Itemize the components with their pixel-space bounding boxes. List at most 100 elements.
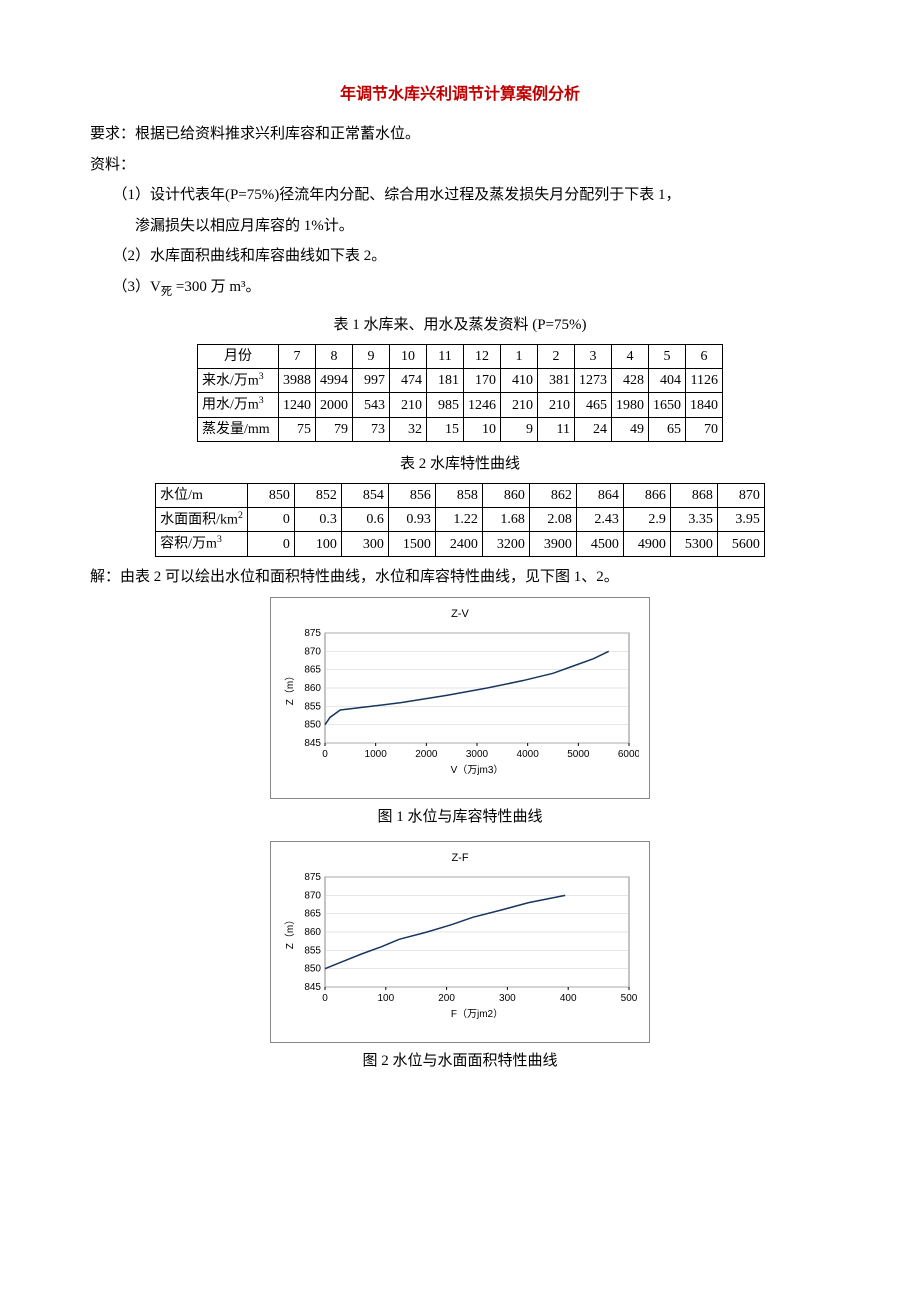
svg-text:100: 100 xyxy=(377,993,394,1004)
table-cell: 300 xyxy=(341,532,388,557)
svg-text:300: 300 xyxy=(499,993,516,1004)
table-row: 水位/m850852854856858860862864866868870 xyxy=(156,483,765,507)
table-cell: 181 xyxy=(427,368,464,393)
table-row: 水面面积/km200.30.60.931.221.682.082.432.93.… xyxy=(156,507,765,532)
table-cell: 3200 xyxy=(482,532,529,557)
table-cell: 0.3 xyxy=(294,507,341,532)
chart-1-title: Z-V xyxy=(279,604,641,625)
table2-caption: 表 2 水库特性曲线 xyxy=(90,450,830,479)
svg-text:870: 870 xyxy=(304,891,321,902)
table-cell: 来水/万m3 xyxy=(198,368,279,393)
table-cell: 852 xyxy=(294,483,341,507)
table-cell: 2000 xyxy=(316,393,353,418)
svg-text:500: 500 xyxy=(621,993,638,1004)
svg-text:V（万jm3）: V（万jm3） xyxy=(451,764,504,776)
table-cell: 7 xyxy=(279,344,316,368)
table-cell: 73 xyxy=(353,418,390,442)
table-cell: 1.68 xyxy=(482,507,529,532)
table-cell: 0 xyxy=(247,507,294,532)
svg-text:845: 845 xyxy=(304,738,321,749)
table-cell: 65 xyxy=(649,418,686,442)
table-cell: 4994 xyxy=(316,368,353,393)
table-cell: 2.08 xyxy=(529,507,576,532)
svg-text:6000: 6000 xyxy=(618,749,639,760)
table-cell: 862 xyxy=(529,483,576,507)
table-cell: 4900 xyxy=(623,532,670,557)
table-cell: 6 xyxy=(686,344,723,368)
table1-caption: 表 1 水库来、用水及蒸发资料 (P=75%) xyxy=(90,311,830,340)
svg-text:Z（m）: Z（m） xyxy=(284,671,296,705)
table-cell: 24 xyxy=(575,418,612,442)
svg-text:860: 860 xyxy=(304,927,321,938)
table-row: 来水/万m33988499499747418117041038112734284… xyxy=(198,368,723,393)
svg-text:400: 400 xyxy=(560,993,577,1004)
table-row: 月份789101112123456 xyxy=(198,344,723,368)
bullet-1-line1: （1）设计代表年(P=75%)径流年内分配、综合用水过程及蒸发损失月分配列于下表… xyxy=(90,181,830,210)
table-cell: 868 xyxy=(670,483,717,507)
table-cell: 170 xyxy=(464,368,501,393)
chart-1-svg: 8458508558608658708750100020003000400050… xyxy=(279,627,639,777)
table-cell: 856 xyxy=(388,483,435,507)
table-cell: 0 xyxy=(247,532,294,557)
svg-text:875: 875 xyxy=(304,872,321,883)
table-cell: 1980 xyxy=(612,393,649,418)
table-row: 用水/万m31240200054321098512462102104651980… xyxy=(198,393,723,418)
table-cell: 1246 xyxy=(464,393,501,418)
bullet-3-sub: 死 xyxy=(161,286,172,298)
svg-text:F（万jm2）: F（万jm2） xyxy=(451,1008,503,1020)
table-cell: 12 xyxy=(464,344,501,368)
table-cell: 210 xyxy=(501,393,538,418)
table-cell: 0.93 xyxy=(388,507,435,532)
table-cell: 1240 xyxy=(279,393,316,418)
table-cell: 4500 xyxy=(576,532,623,557)
bullet-1-line2: 渗漏损失以相应月库容的 1%计。 xyxy=(90,212,830,241)
table-cell: 850 xyxy=(247,483,294,507)
table-cell: 水位/m xyxy=(156,483,248,507)
svg-text:865: 865 xyxy=(304,665,321,676)
chart-2-container: Z-F 845850855860865870875010020030040050… xyxy=(270,841,650,1042)
svg-text:870: 870 xyxy=(304,647,321,658)
table-row: 蒸发量/mm75797332151091124496570 xyxy=(198,418,723,442)
table-cell: 49 xyxy=(612,418,649,442)
table-cell: 1273 xyxy=(575,368,612,393)
table-cell: 997 xyxy=(353,368,390,393)
table-cell: 985 xyxy=(427,393,464,418)
table-cell: 1840 xyxy=(686,393,723,418)
svg-text:5000: 5000 xyxy=(567,749,590,760)
table-cell: 11 xyxy=(538,418,575,442)
table-cell: 3 xyxy=(575,344,612,368)
table-cell: 15 xyxy=(427,418,464,442)
bullet-3: （3）V死 =300 万 m³。 xyxy=(90,273,830,303)
bullet-3-post: =300 万 m³。 xyxy=(172,279,260,295)
table-cell: 10 xyxy=(390,344,427,368)
table-cell: 3.95 xyxy=(717,507,764,532)
table-cell: 381 xyxy=(538,368,575,393)
figure-2-caption: 图 2 水位与水面面积特性曲线 xyxy=(90,1047,830,1076)
table-cell: 864 xyxy=(576,483,623,507)
svg-text:855: 855 xyxy=(304,946,321,957)
svg-text:875: 875 xyxy=(304,628,321,639)
solution-text: 解：由表 2 可以绘出水位和面积特性曲线，水位和库容特性曲线，见下图 1、2。 xyxy=(90,563,830,592)
table-cell: 854 xyxy=(341,483,388,507)
table-1: 月份789101112123456 来水/万m33988499499747418… xyxy=(197,344,723,442)
table-cell: 0.6 xyxy=(341,507,388,532)
table-cell: 75 xyxy=(279,418,316,442)
table-cell: 1650 xyxy=(649,393,686,418)
svg-text:865: 865 xyxy=(304,909,321,920)
svg-text:845: 845 xyxy=(304,982,321,993)
table-cell: 10 xyxy=(464,418,501,442)
table-cell: 210 xyxy=(538,393,575,418)
requirement-text: 要求：根据已给资料推求兴利库容和正常蓄水位。 xyxy=(90,120,830,149)
page-title: 年调节水库兴利调节计算案例分析 xyxy=(90,80,830,110)
table-cell: 用水/万m3 xyxy=(198,393,279,418)
svg-text:855: 855 xyxy=(304,702,321,713)
table-cell: 79 xyxy=(316,418,353,442)
table-cell: 1.22 xyxy=(435,507,482,532)
svg-text:Z（m）: Z（m） xyxy=(284,915,296,949)
table-cell: 860 xyxy=(482,483,529,507)
data-label: 资料： xyxy=(90,151,830,180)
svg-text:2000: 2000 xyxy=(415,749,438,760)
svg-text:850: 850 xyxy=(304,720,321,731)
table-cell: 474 xyxy=(390,368,427,393)
chart-1-container: Z-V 845850855860865870875010002000300040… xyxy=(270,597,650,798)
